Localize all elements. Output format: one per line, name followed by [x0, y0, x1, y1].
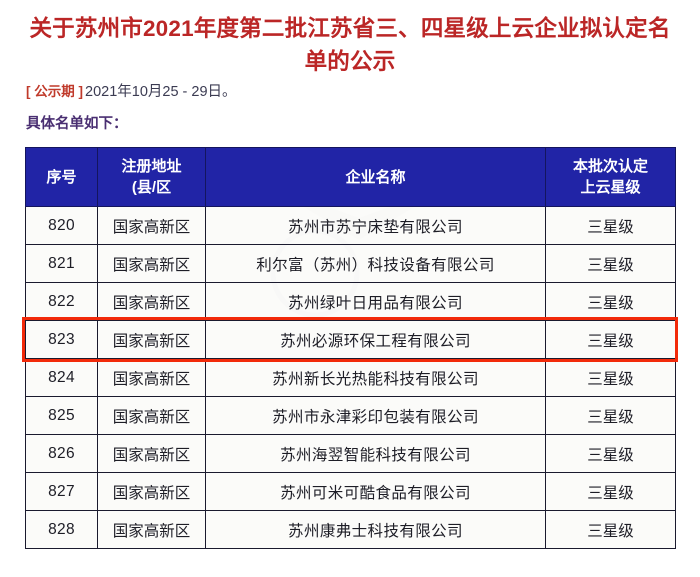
- cell-star: 三星级: [545, 434, 676, 473]
- cell-company: 苏州市永津彩印包装有限公司: [205, 396, 546, 435]
- cell-seq: 824: [25, 358, 98, 397]
- listing-table: 序号 注册地址 (县/区 企业名称 本批次认定 上云星级: [25, 147, 676, 549]
- cell-company: 苏州新长光热能科技有限公司: [205, 358, 546, 397]
- column-header-company-name-label: 企业名称: [345, 168, 406, 186]
- cell-address: 国家高新区: [97, 244, 206, 283]
- column-header-star-level-line2: 上云星级: [580, 179, 641, 196]
- cell-star: 三星级: [545, 320, 676, 359]
- cell-address: 国家高新区: [97, 358, 206, 397]
- cell-address: 国家高新区: [97, 434, 206, 473]
- column-header-address: 注册地址 (县/区: [97, 147, 206, 207]
- cell-address: 国家高新区: [97, 206, 206, 245]
- cell-seq: 825: [25, 396, 98, 435]
- column-header-address-line1: 注册地址: [121, 158, 182, 175]
- table-row: 821 国家高新区 利尔富（苏州）科技设备有限公司 三星级: [25, 244, 676, 283]
- column-header-company-name: 企业名称: [205, 147, 546, 207]
- notice-period-date: 2021年10月25 - 29日。: [85, 84, 237, 100]
- cell-star: 三星级: [545, 206, 676, 245]
- table-row: 824 国家高新区 苏州新长光热能科技有限公司 三星级: [25, 358, 676, 397]
- listing-table-wrapper: 序号 注册地址 (县/区 企业名称 本批次认定 上云星级: [25, 147, 676, 549]
- cell-star: 三星级: [545, 244, 676, 283]
- cell-seq: 828: [25, 510, 98, 549]
- cell-star: 三星级: [545, 358, 676, 397]
- table-header: 序号 注册地址 (县/区 企业名称 本批次认定 上云星级: [25, 147, 676, 207]
- cell-seq: 821: [25, 244, 98, 283]
- cell-seq: 822: [25, 282, 98, 321]
- column-header-star-level-line1: 本批次认定: [572, 158, 648, 175]
- table-row: 827 国家高新区 苏州可米可酷食品有限公司 三星级: [25, 472, 676, 511]
- cell-company: 苏州康弗士科技有限公司: [205, 510, 546, 549]
- cell-company: 利尔富（苏州）科技设备有限公司: [205, 244, 546, 283]
- cell-company: 苏州必源环保工程有限公司: [205, 320, 546, 359]
- table-row-highlighted: 823 国家高新区 苏州必源环保工程有限公司 三星级: [25, 320, 676, 359]
- cell-seq: 826: [25, 434, 98, 473]
- cell-company: 苏州海翌智能科技有限公司: [205, 434, 546, 473]
- page-title: 关于苏州市2021年度第二批江苏省三、四星级上云企业拟认定名单的公示: [29, 16, 671, 74]
- table-row: 822 国家高新区 苏州绿叶日用品有限公司 三星级: [25, 282, 676, 321]
- cell-star: 三星级: [545, 472, 676, 511]
- column-header-seq-label: 序号: [46, 168, 77, 186]
- cell-star: 三星级: [545, 396, 676, 435]
- list-intro-text: 具体名单如下：: [26, 116, 128, 132]
- cell-company: 苏州绿叶日用品有限公司: [205, 282, 546, 321]
- cell-company: 苏州可米可酷食品有限公司: [205, 472, 546, 511]
- cell-address: 国家高新区: [97, 472, 206, 511]
- table-row: 825 国家高新区 苏州市永津彩印包装有限公司 三星级: [25, 396, 676, 435]
- table-header-row: 序号 注册地址 (县/区 企业名称 本批次认定 上云星级: [25, 147, 676, 207]
- column-header-address-line2: (县/区: [131, 179, 172, 196]
- cell-address: 国家高新区: [97, 396, 206, 435]
- column-header-star-level: 本批次认定 上云星级: [545, 147, 676, 207]
- table-row: 826 国家高新区 苏州海翌智能科技有限公司 三星级: [25, 434, 676, 473]
- table-body: 820 国家高新区 苏州市苏宁床垫有限公司 三星级 821 国家高新区 利尔富（…: [25, 206, 676, 549]
- cell-seq: 823: [25, 320, 98, 359]
- cell-star: 三星级: [545, 510, 676, 549]
- cell-address: 国家高新区: [97, 510, 206, 549]
- cell-address: 国家高新区: [97, 320, 206, 359]
- notice-period-line: [ 公示期 ] 2021年10月25 - 29日。: [26, 82, 237, 101]
- notice-period-tag: [ 公示期 ]: [26, 84, 83, 99]
- cell-seq: 827: [25, 472, 98, 511]
- cell-address: 国家高新区: [97, 282, 206, 321]
- table-row: 820 国家高新区 苏州市苏宁床垫有限公司 三星级: [25, 206, 676, 245]
- cell-company: 苏州市苏宁床垫有限公司: [205, 206, 546, 245]
- cell-star: 三星级: [545, 282, 676, 321]
- table-row: 828 国家高新区 苏州康弗士科技有限公司 三星级: [25, 510, 676, 549]
- column-header-seq: 序号: [25, 147, 98, 207]
- cell-seq: 820: [25, 206, 98, 245]
